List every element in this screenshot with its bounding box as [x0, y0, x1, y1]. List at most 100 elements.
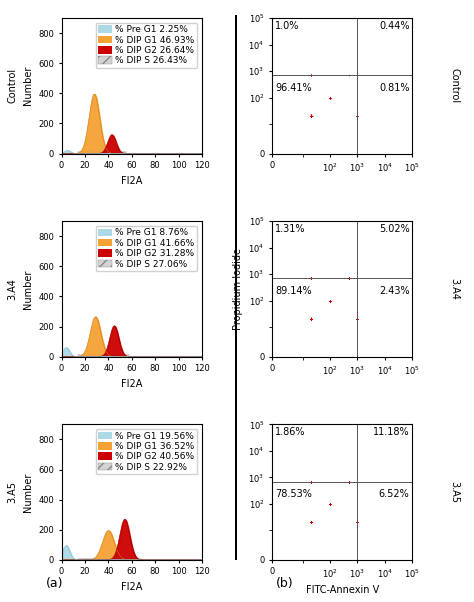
Point [307, 518, 315, 527]
Point [354, 518, 361, 527]
Point [307, 111, 315, 121]
Point [307, 518, 315, 527]
Point [307, 314, 315, 324]
Point [307, 314, 315, 324]
Point [307, 314, 315, 324]
Point [307, 111, 315, 121]
Point [307, 518, 315, 527]
Point [307, 314, 315, 324]
Point [307, 314, 315, 324]
Point [307, 314, 315, 324]
Point [307, 518, 315, 527]
Point [326, 296, 334, 306]
Point [346, 477, 353, 486]
Point [307, 518, 315, 527]
Point [354, 518, 361, 527]
Point [307, 314, 315, 324]
Point [326, 499, 334, 509]
Point [307, 314, 315, 324]
Point [307, 314, 315, 324]
Point [307, 111, 315, 121]
Point [307, 314, 315, 324]
Point [307, 314, 315, 324]
Point [307, 111, 315, 121]
Point [307, 314, 315, 324]
Point [307, 314, 315, 324]
Point [307, 111, 315, 121]
Point [307, 314, 315, 324]
Point [307, 518, 315, 527]
Point [326, 499, 334, 509]
Point [326, 499, 334, 509]
Point [354, 518, 361, 527]
Point [307, 111, 315, 121]
Point [307, 70, 315, 80]
Point [307, 518, 315, 527]
Point [346, 477, 353, 486]
Point [307, 314, 315, 324]
Point [307, 314, 315, 324]
Point [307, 314, 315, 324]
Point [307, 111, 315, 121]
Point [307, 111, 315, 121]
Point [307, 518, 315, 527]
Point [307, 314, 315, 324]
Point [307, 518, 315, 527]
Point [326, 499, 334, 509]
Point [307, 314, 315, 324]
Point [307, 111, 315, 121]
Point [307, 111, 315, 121]
Point [307, 111, 315, 121]
Point [307, 518, 315, 527]
Point [346, 477, 353, 486]
Point [307, 518, 315, 527]
Point [307, 111, 315, 121]
Point [307, 518, 315, 527]
Point [307, 314, 315, 324]
Point [307, 111, 315, 121]
Point [346, 273, 353, 283]
Point [307, 518, 315, 527]
Point [307, 111, 315, 121]
Point [307, 111, 315, 121]
Text: 3.A4: 3.A4 [8, 278, 18, 300]
Point [307, 518, 315, 527]
Point [307, 111, 315, 121]
Point [307, 111, 315, 121]
Point [307, 111, 315, 121]
Point [346, 477, 353, 486]
Point [307, 111, 315, 121]
Point [307, 314, 315, 324]
Point [307, 111, 315, 121]
Point [307, 518, 315, 527]
Point [346, 477, 353, 486]
Point [354, 518, 361, 527]
Point [307, 111, 315, 121]
Point [307, 314, 315, 324]
Point [307, 111, 315, 121]
Point [307, 111, 315, 121]
Point [307, 518, 315, 527]
Point [307, 111, 315, 121]
Point [346, 477, 353, 486]
Point [326, 93, 334, 102]
Point [307, 111, 315, 121]
Point [307, 518, 315, 527]
Point [307, 314, 315, 324]
Point [326, 499, 334, 509]
Point [307, 111, 315, 121]
Point [346, 477, 353, 486]
Point [307, 518, 315, 527]
Point [346, 477, 353, 486]
Point [307, 314, 315, 324]
Point [307, 111, 315, 121]
Point [326, 499, 334, 509]
Point [307, 314, 315, 324]
Point [307, 314, 315, 324]
Point [307, 111, 315, 121]
Point [307, 314, 315, 324]
Point [307, 477, 315, 486]
Point [326, 296, 334, 306]
Point [307, 518, 315, 527]
Point [307, 518, 315, 527]
